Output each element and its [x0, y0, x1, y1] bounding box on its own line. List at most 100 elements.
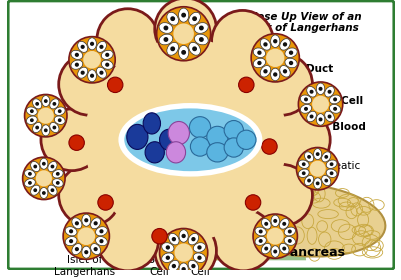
Ellipse shape — [188, 260, 198, 272]
Circle shape — [75, 247, 79, 251]
Circle shape — [303, 107, 307, 111]
Ellipse shape — [284, 48, 296, 57]
Circle shape — [51, 165, 54, 169]
Circle shape — [171, 264, 176, 268]
Circle shape — [59, 53, 120, 115]
Circle shape — [245, 195, 260, 210]
Circle shape — [263, 222, 267, 226]
Ellipse shape — [270, 35, 279, 48]
Circle shape — [56, 181, 59, 185]
Ellipse shape — [253, 58, 265, 68]
Ellipse shape — [32, 99, 42, 109]
Circle shape — [69, 37, 115, 83]
Circle shape — [154, 0, 216, 60]
Circle shape — [258, 230, 262, 234]
Ellipse shape — [82, 214, 91, 226]
Circle shape — [97, 195, 113, 210]
Ellipse shape — [32, 122, 42, 133]
Ellipse shape — [324, 87, 334, 97]
Ellipse shape — [166, 12, 178, 25]
Ellipse shape — [126, 124, 148, 150]
Circle shape — [250, 164, 312, 226]
Ellipse shape — [159, 129, 178, 150]
Circle shape — [241, 202, 258, 219]
Ellipse shape — [178, 8, 188, 22]
Text: Pancreatic
Acini: Pancreatic Acini — [299, 161, 359, 182]
Ellipse shape — [329, 95, 340, 104]
Ellipse shape — [259, 39, 270, 50]
Circle shape — [99, 45, 103, 49]
Ellipse shape — [270, 246, 279, 257]
Ellipse shape — [52, 179, 63, 187]
Ellipse shape — [168, 260, 179, 272]
Circle shape — [107, 77, 123, 93]
Ellipse shape — [24, 179, 35, 187]
Ellipse shape — [304, 152, 313, 162]
Ellipse shape — [300, 95, 311, 104]
Circle shape — [42, 191, 46, 195]
Ellipse shape — [321, 152, 330, 162]
Ellipse shape — [123, 107, 257, 172]
Ellipse shape — [284, 58, 296, 68]
Circle shape — [257, 61, 261, 65]
Ellipse shape — [145, 142, 164, 163]
Circle shape — [152, 228, 167, 244]
Ellipse shape — [120, 105, 259, 174]
Circle shape — [263, 42, 267, 46]
Circle shape — [272, 39, 277, 43]
Circle shape — [309, 161, 325, 177]
Ellipse shape — [206, 126, 227, 148]
Circle shape — [282, 222, 286, 226]
Circle shape — [44, 129, 48, 132]
Circle shape — [181, 234, 185, 238]
Ellipse shape — [166, 142, 185, 163]
Circle shape — [181, 267, 185, 271]
Circle shape — [282, 247, 286, 251]
Ellipse shape — [72, 244, 82, 255]
Polygon shape — [185, 87, 305, 260]
Circle shape — [332, 107, 336, 111]
Circle shape — [84, 250, 88, 254]
Circle shape — [327, 90, 331, 94]
Ellipse shape — [71, 60, 83, 69]
Ellipse shape — [188, 234, 198, 245]
Text: Close Up View of an: Close Up View of an — [246, 11, 361, 22]
Circle shape — [273, 249, 277, 253]
Circle shape — [59, 164, 120, 226]
Ellipse shape — [190, 137, 209, 156]
Ellipse shape — [90, 244, 100, 255]
Circle shape — [163, 25, 168, 31]
Circle shape — [58, 109, 61, 113]
Ellipse shape — [188, 42, 200, 55]
Ellipse shape — [30, 162, 40, 172]
Circle shape — [105, 53, 109, 57]
Circle shape — [69, 239, 73, 243]
Circle shape — [163, 37, 168, 42]
Circle shape — [258, 239, 262, 243]
Ellipse shape — [189, 117, 210, 138]
Circle shape — [273, 219, 277, 223]
Circle shape — [318, 87, 322, 91]
Circle shape — [22, 157, 65, 200]
Circle shape — [296, 148, 338, 190]
Circle shape — [329, 171, 333, 175]
Ellipse shape — [82, 246, 91, 258]
Circle shape — [298, 82, 342, 126]
Ellipse shape — [54, 107, 65, 115]
Ellipse shape — [50, 122, 59, 133]
FancyBboxPatch shape — [8, 1, 393, 269]
Ellipse shape — [40, 158, 48, 169]
Ellipse shape — [298, 160, 308, 168]
Circle shape — [156, 7, 210, 61]
Ellipse shape — [313, 149, 321, 160]
Ellipse shape — [178, 45, 188, 59]
Ellipse shape — [261, 243, 270, 254]
Ellipse shape — [325, 169, 336, 178]
Ellipse shape — [304, 176, 313, 186]
Circle shape — [69, 135, 84, 150]
Ellipse shape — [259, 66, 270, 77]
Ellipse shape — [194, 181, 247, 243]
Circle shape — [197, 245, 201, 250]
Ellipse shape — [279, 219, 288, 229]
Ellipse shape — [224, 120, 243, 140]
